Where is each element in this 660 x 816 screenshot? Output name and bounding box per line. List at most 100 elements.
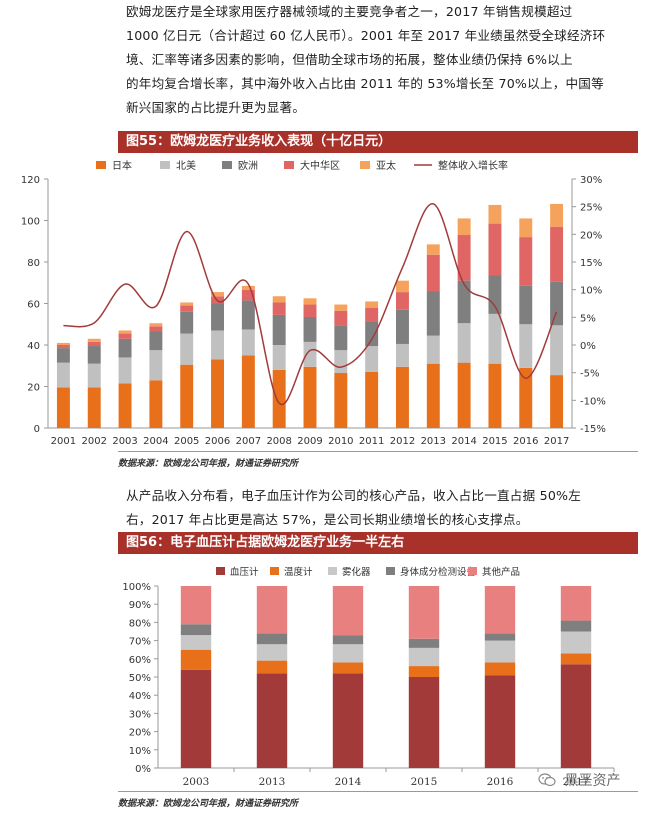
bar-segment	[303, 298, 317, 305]
bar-segment	[180, 586, 212, 625]
bar-segment	[550, 203, 564, 227]
bar-segment	[56, 348, 70, 363]
bar-segment	[426, 254, 440, 292]
bar-segment	[180, 624, 212, 636]
bar-segment	[241, 355, 255, 428]
bar-segment	[395, 366, 409, 428]
legend-swatch	[360, 161, 370, 169]
watermark-text: 黑垩资产	[564, 773, 621, 789]
bar-segment	[303, 366, 317, 428]
bar-segment	[365, 307, 379, 322]
figure-55-title: 图55：欧姆龙医疗业务收入表现（十亿日元）	[118, 131, 638, 153]
bar-segment	[488, 223, 502, 276]
bar-segment	[365, 301, 379, 308]
y-tick-label: 0	[34, 424, 40, 435]
x-tick-label: 2016	[513, 436, 538, 447]
bar-segment	[488, 313, 502, 364]
bar-segment	[334, 310, 348, 326]
bar-segment	[550, 226, 564, 282]
bar-segment	[272, 302, 286, 315]
bar-segment	[408, 638, 440, 648]
x-tick-label: 2012	[390, 436, 415, 447]
x-tick-label: 2002	[82, 436, 107, 447]
legend-swatch	[96, 161, 106, 169]
bar-segment	[211, 330, 225, 360]
bar-segment	[550, 281, 564, 326]
bar-segment	[149, 350, 163, 381]
bar-segment	[484, 640, 516, 663]
bar-segment	[87, 341, 101, 347]
bar-segment	[272, 345, 286, 370]
bar-segment	[180, 305, 194, 312]
paragraph-line: 新兴国家的占比提升更为显著。	[126, 100, 306, 115]
bar-segment	[332, 662, 364, 674]
y-tick-label: 60	[27, 300, 40, 311]
bar-segment	[180, 635, 212, 650]
bar-segment	[180, 302, 194, 306]
bar-segment	[56, 362, 70, 388]
bar-segment	[395, 292, 409, 310]
legend-swatch	[386, 567, 395, 575]
legend-label: 整体收入增长率	[438, 159, 508, 172]
bar-segment	[519, 285, 533, 325]
bar-segment	[272, 314, 286, 345]
bar-segment	[256, 586, 288, 634]
paragraph-line: 右，2017 年占比更是高达 57%，是公司长期业绩增长的核心支撑点。	[126, 512, 529, 527]
bar-segment	[457, 218, 471, 236]
product-mix-chart: 血压计 温度计 雾化器 身体成分检测设备 其他产品 0% 10% 20% 30% 40% 50% 60…	[122, 566, 615, 788]
bar-segment	[180, 649, 212, 670]
y2-tick-label: 30%	[580, 175, 602, 186]
bar-segment	[550, 325, 564, 376]
bar-segment	[303, 341, 317, 367]
legend-label: 欧洲	[238, 160, 258, 172]
bar-segment	[408, 666, 440, 677]
x-tick-label: 2005	[174, 436, 199, 447]
bar-segment	[560, 664, 592, 768]
bar-segment	[87, 346, 101, 364]
x-tick-label: 2013	[259, 776, 286, 788]
bar-segment	[365, 346, 379, 372]
bar-segment	[180, 364, 194, 428]
y2-tick-label: 15%	[580, 258, 602, 269]
y-tick-label: 10%	[129, 746, 151, 757]
legend-label: 血压计	[230, 566, 259, 578]
y-tick-label: 40%	[129, 691, 151, 702]
bar-segment	[457, 323, 471, 363]
legend-label: 其他产品	[482, 566, 520, 578]
x-tick-label: 2004	[143, 436, 168, 447]
bar-segment	[395, 309, 409, 344]
bar-segment	[87, 387, 101, 428]
y2-tick-label: 10%	[580, 286, 602, 297]
watermark: 黑垩资产	[538, 770, 660, 800]
x-tick-label: 2007	[236, 436, 261, 447]
wechat-icon	[538, 773, 556, 787]
bar-segment	[426, 244, 440, 255]
bar-segment	[484, 662, 516, 676]
bar-segment	[334, 325, 348, 351]
legend-label: 身体成分检测设备	[400, 566, 477, 578]
x-tick-label: 2014	[335, 776, 362, 788]
bar-segment	[426, 363, 440, 428]
bar-segment	[118, 330, 132, 334]
bar-segment	[426, 335, 440, 364]
paragraph-line: 1000 亿日元（合计超过 60 亿人民币）。2001 年至 2017 年业绩虽…	[126, 28, 606, 43]
legend-label: 日本	[112, 159, 132, 172]
bar-segment	[303, 304, 317, 317]
source-divider	[118, 451, 638, 452]
legend-swatch	[216, 567, 225, 575]
bar-segment	[256, 644, 288, 661]
legend-swatch	[284, 161, 294, 169]
bar-segment	[211, 303, 225, 331]
bar-segment	[560, 586, 592, 621]
bar-segment	[149, 380, 163, 428]
legend-swatch	[270, 567, 279, 575]
bar-segment	[272, 369, 286, 428]
bar-segment	[332, 644, 364, 663]
bar-segment	[149, 331, 163, 351]
bar-segment	[519, 237, 533, 286]
legend-label: 亚太	[376, 159, 396, 172]
bar-segment	[488, 204, 502, 224]
product-mix-paragraph: 从产品收入分布看，电子血压计作为公司的核心产品，收入占比一直占据 50%左 右，…	[126, 484, 638, 532]
bar-segment	[408, 586, 440, 639]
bar-segment	[332, 673, 364, 768]
